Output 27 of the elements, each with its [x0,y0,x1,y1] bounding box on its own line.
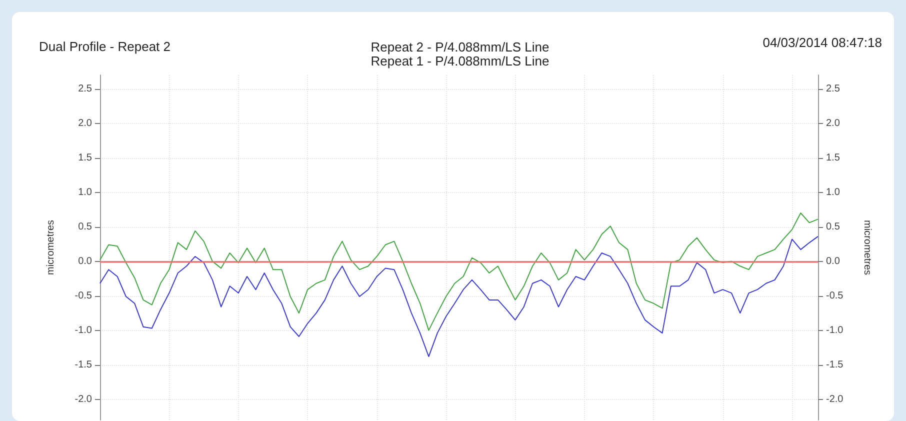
y2-tick-label: -2.0 [826,394,844,405]
y-tick-label: 0.5 [78,221,92,232]
y2-tick-label: 2.5 [826,83,840,94]
y-tick-label: -2.0 [74,394,92,405]
y-axis-title: micrometres [46,220,56,276]
line-series [100,212,818,331]
y2-tick-label: 1.5 [826,152,840,164]
y2-tick-label: 0.5 [826,221,840,232]
y2-tick-label: -0.5 [826,290,844,302]
y-tick-label: -1.0 [74,324,92,336]
y2-tick-label: 1.0 [826,186,840,198]
chart-subtitle: Repeat 2 - P/4.088mm/LS Line Repeat 1 - P/4.088mm/LS Line [370,40,550,68]
y2-tick-label: 2.0 [826,118,840,129]
y-tick-label: 1.5 [78,152,92,164]
y-tick-label: 2.0 [78,118,92,129]
y-tick-label: 1.0 [78,186,92,198]
y-tick-label: 2.5 [78,83,92,94]
y2-tick-label: 0.0 [826,256,840,267]
chart-title: Dual Profile - Repeat 2 [39,39,171,54]
line-series [100,236,818,358]
text: 04/03/2014 08:47:18 [762,35,882,50]
y2-axis-title: micrometres [862,220,872,276]
y-tick-label: -0.5 [74,290,92,302]
y-tick-label: 0.0 [78,256,92,267]
y2-tick-label: -1.5 [826,359,844,370]
y-tick-label: -1.5 [74,359,92,370]
y2-tick-label: -1.0 [826,324,844,336]
